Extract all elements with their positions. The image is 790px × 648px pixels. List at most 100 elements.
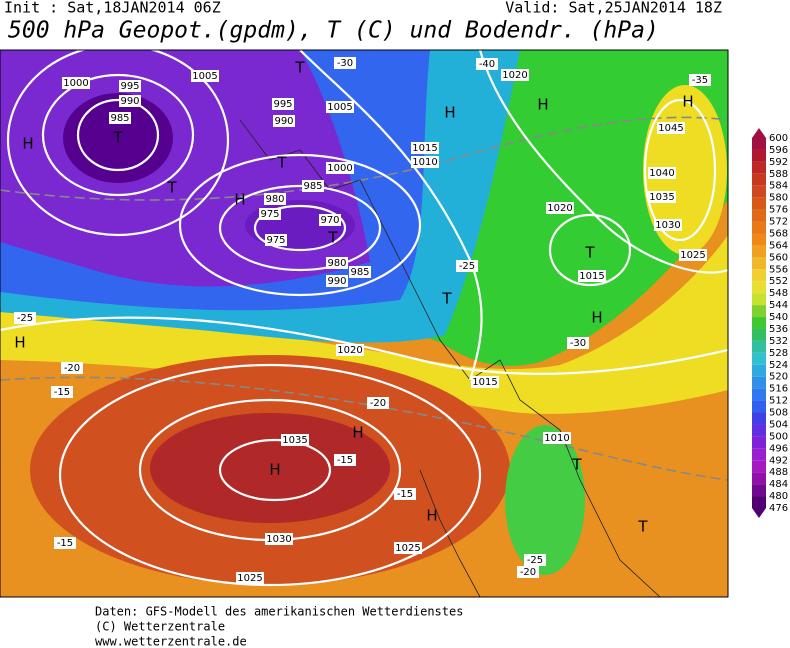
pressure-center: H xyxy=(444,104,455,122)
pressure-center: H xyxy=(426,507,437,525)
label-box xyxy=(51,386,73,398)
colorbar-label: 480 xyxy=(769,491,788,502)
footer-line: Daten: GFS-Modell des amerikanischen Wet… xyxy=(95,605,463,619)
map-field xyxy=(0,50,728,597)
colorbar-label: 488 xyxy=(769,467,788,478)
contour-label: 1025 xyxy=(680,250,705,261)
colorbar-swatch xyxy=(752,436,766,449)
label-box xyxy=(334,57,356,69)
colorbar-label: 504 xyxy=(769,419,788,430)
contour-label: -35 xyxy=(692,75,708,86)
contour-label: 1015 xyxy=(579,271,604,282)
contour-label: -20 xyxy=(370,398,386,409)
contour-label: 1020 xyxy=(502,70,527,81)
colorbar-label: 500 xyxy=(769,431,788,442)
colorbar-label: 524 xyxy=(769,360,788,371)
contour-label: -20 xyxy=(520,567,536,578)
colorbar-label: 564 xyxy=(769,240,788,251)
label-box xyxy=(394,542,422,554)
label-box xyxy=(272,98,294,110)
colorbar-label: 516 xyxy=(769,384,788,395)
colorbar-label: 556 xyxy=(769,264,788,275)
contour-label: -15 xyxy=(57,538,73,549)
colorbar-label: 476 xyxy=(769,503,788,514)
contour-label: -30 xyxy=(337,58,353,69)
contour-label: 1005 xyxy=(192,71,217,82)
colorbar-label: 492 xyxy=(769,455,788,466)
pressure-center: H xyxy=(591,309,602,327)
label-box xyxy=(119,80,141,92)
contour-label: -20 xyxy=(64,363,80,374)
pressure-center: T xyxy=(327,229,338,247)
colorbar-swatch xyxy=(752,424,766,437)
label-box xyxy=(236,572,264,584)
label-box xyxy=(476,58,498,70)
label-box xyxy=(326,257,348,269)
pressure-center: H xyxy=(269,461,280,479)
label-box xyxy=(501,69,529,81)
colorbar-label: 520 xyxy=(769,372,788,383)
contour-label: 1000 xyxy=(327,163,352,174)
footer-line: www.wetterzentrale.de xyxy=(95,635,247,648)
colorbar-swatch xyxy=(752,340,766,353)
colorbar-label: 592 xyxy=(769,157,788,168)
contour-label: -25 xyxy=(17,313,33,324)
colorbar-cap xyxy=(752,508,766,518)
label-box xyxy=(336,344,364,356)
colorbar-swatch xyxy=(752,245,766,258)
contour-label: 995 xyxy=(120,81,139,92)
contour-label: 1035 xyxy=(282,435,307,446)
colorbar-label: 568 xyxy=(769,228,788,239)
contour-label: 980 xyxy=(327,258,346,269)
colorbar-swatch xyxy=(752,352,766,365)
contour-label: 980 xyxy=(265,194,284,205)
pressure-center: H xyxy=(14,334,25,352)
contour-label: 975 xyxy=(260,209,279,220)
label-box xyxy=(578,270,606,282)
colorbar-swatch xyxy=(752,388,766,401)
colorbar-label: 544 xyxy=(769,300,788,311)
colorbar-swatch xyxy=(752,281,766,294)
contour-label: 985 xyxy=(350,267,369,278)
contour-label: 1000 xyxy=(63,78,88,89)
label-box xyxy=(62,77,90,89)
label-box xyxy=(273,115,295,127)
pressure-center: H xyxy=(234,191,245,209)
colorbar-swatch xyxy=(752,460,766,473)
contour-label: 1045 xyxy=(658,123,683,134)
contour-label: 995 xyxy=(273,99,292,110)
label-box xyxy=(349,266,371,278)
colorbar-swatch xyxy=(752,161,766,174)
colorbar-label: 600 xyxy=(769,133,788,144)
contour-label: 990 xyxy=(327,276,346,287)
label-box xyxy=(319,214,341,226)
colorbar-swatch xyxy=(752,269,766,282)
label-box xyxy=(326,162,354,174)
label-box xyxy=(281,434,309,446)
colorbar-swatch xyxy=(752,149,766,162)
colorbar-label: 552 xyxy=(769,276,788,287)
label-box xyxy=(679,249,707,261)
colorbar-swatch xyxy=(752,328,766,341)
label-box xyxy=(543,432,571,444)
label-box xyxy=(14,312,36,324)
label-box xyxy=(119,95,141,107)
label-box xyxy=(334,454,356,466)
contour-label: 1005 xyxy=(327,102,352,113)
pressure-center: H xyxy=(537,96,548,114)
contour-label: -15 xyxy=(337,455,353,466)
contour-label: -40 xyxy=(479,59,495,70)
label-box xyxy=(259,208,281,220)
contour-label: -25 xyxy=(527,555,543,566)
map-title: 500 hPa Geopot.(gpdm), T (C) und Bodendr… xyxy=(8,18,659,44)
contour-label: 985 xyxy=(303,181,322,192)
colorbar-label: 588 xyxy=(769,169,788,180)
label-box xyxy=(326,101,354,113)
contour-label: 1030 xyxy=(655,220,680,231)
label-box xyxy=(61,362,83,374)
colorbar-swatch xyxy=(752,376,766,389)
label-box xyxy=(648,167,676,179)
label-box xyxy=(264,193,286,205)
label-box xyxy=(394,488,416,500)
label-box xyxy=(54,537,76,549)
